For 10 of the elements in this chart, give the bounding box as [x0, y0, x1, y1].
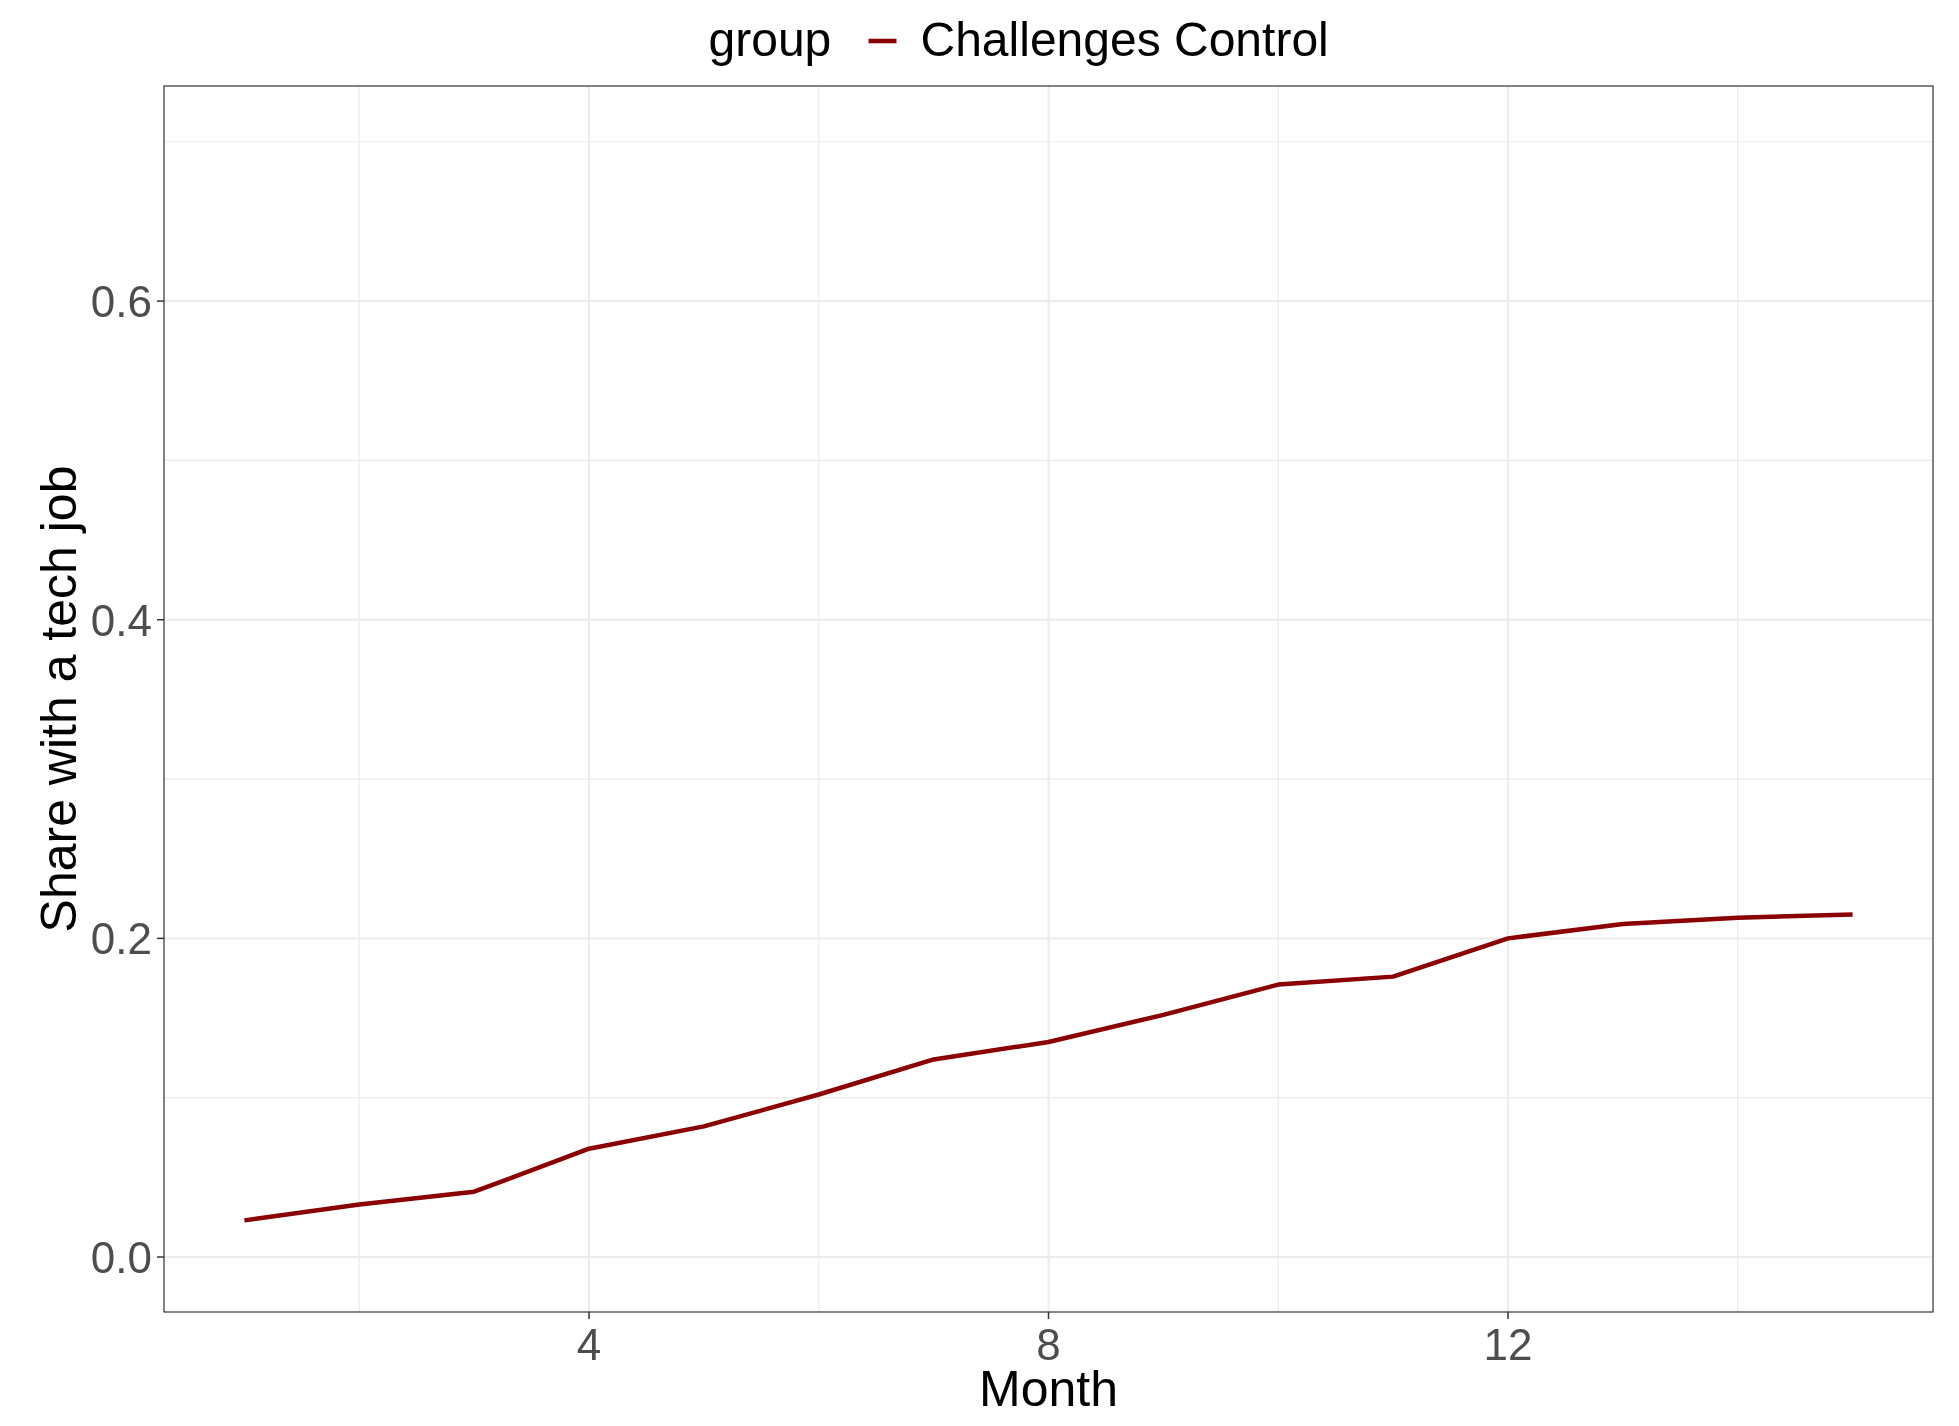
x-tick-label: 12	[1483, 1320, 1533, 1369]
y-axis-title: Share with a tech job	[31, 465, 87, 933]
legend-label: Challenges Control	[920, 13, 1329, 66]
line-series	[242, 912, 1855, 1223]
y-tick-label: 0.6	[90, 276, 152, 326]
y-tick-label: 0.4	[90, 595, 152, 645]
x-tick-label: 4	[576, 1320, 602, 1369]
legend-title: group	[708, 13, 832, 66]
y-tick-label: 0.2	[90, 914, 152, 964]
y-tick-label: 0.0	[90, 1232, 152, 1282]
